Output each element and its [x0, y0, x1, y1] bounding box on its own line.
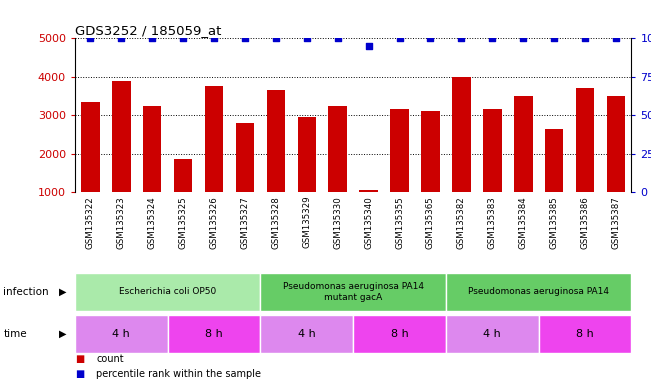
Text: 8 h: 8 h: [391, 329, 408, 339]
Bar: [329, 106, 347, 230]
Bar: [575, 88, 594, 230]
Bar: [236, 123, 254, 230]
Point: [456, 35, 467, 41]
Text: ▶: ▶: [59, 329, 66, 339]
Text: count: count: [96, 354, 124, 364]
Text: GSM135340: GSM135340: [364, 196, 373, 248]
Point: [611, 35, 621, 41]
Text: 4 h: 4 h: [484, 329, 501, 339]
Bar: [452, 77, 471, 230]
Text: GSM135355: GSM135355: [395, 196, 404, 248]
Bar: [539, 315, 631, 353]
Text: GSM135328: GSM135328: [271, 196, 281, 248]
Point: [240, 35, 250, 41]
Text: 4 h: 4 h: [298, 329, 316, 339]
Point: [271, 35, 281, 41]
Bar: [168, 315, 260, 353]
Bar: [112, 81, 130, 230]
Point: [425, 35, 436, 41]
Bar: [298, 117, 316, 230]
Bar: [81, 102, 100, 230]
Text: infection: infection: [3, 287, 49, 297]
Bar: [75, 315, 168, 353]
Text: GSM135323: GSM135323: [117, 196, 126, 248]
Point: [487, 35, 497, 41]
Text: GSM135365: GSM135365: [426, 196, 435, 248]
Bar: [260, 273, 446, 311]
Bar: [545, 129, 563, 230]
Bar: [205, 86, 223, 230]
Bar: [391, 109, 409, 230]
Text: Pseudomonas aeruginosa PA14: Pseudomonas aeruginosa PA14: [468, 287, 609, 296]
Bar: [607, 96, 625, 230]
Text: GSM135387: GSM135387: [611, 196, 620, 248]
Point: [580, 35, 590, 41]
Text: GDS3252 / 185059_at: GDS3252 / 185059_at: [75, 24, 221, 37]
Text: GSM135327: GSM135327: [240, 196, 249, 248]
Bar: [267, 90, 285, 230]
Text: Pseudomonas aeruginosa PA14
mutant gacA: Pseudomonas aeruginosa PA14 mutant gacA: [283, 282, 424, 301]
Point: [333, 35, 343, 41]
Point: [178, 35, 188, 41]
Text: 8 h: 8 h: [205, 329, 223, 339]
Text: GSM135326: GSM135326: [210, 196, 219, 248]
Point: [209, 35, 219, 41]
Text: GSM135330: GSM135330: [333, 196, 342, 248]
Bar: [143, 106, 161, 230]
Bar: [75, 273, 260, 311]
Text: GSM135329: GSM135329: [302, 196, 311, 248]
Text: GSM135385: GSM135385: [549, 196, 559, 248]
Point: [116, 35, 126, 41]
Point: [395, 35, 405, 41]
Text: ■: ■: [75, 354, 84, 364]
Bar: [359, 190, 378, 230]
Text: GSM135382: GSM135382: [457, 196, 466, 248]
Point: [301, 35, 312, 41]
Point: [363, 43, 374, 49]
Bar: [483, 109, 501, 230]
Bar: [514, 96, 533, 230]
Text: GSM135384: GSM135384: [519, 196, 528, 248]
Text: GSM135322: GSM135322: [86, 196, 95, 248]
Text: ■: ■: [75, 369, 84, 379]
Point: [85, 35, 96, 41]
Bar: [353, 315, 446, 353]
Text: GSM135383: GSM135383: [488, 196, 497, 248]
Bar: [446, 315, 539, 353]
Point: [518, 35, 529, 41]
Text: time: time: [3, 329, 27, 339]
Text: ▶: ▶: [59, 287, 66, 297]
Bar: [174, 159, 193, 230]
Point: [147, 35, 158, 41]
Text: GSM135325: GSM135325: [178, 196, 187, 248]
Bar: [446, 273, 631, 311]
Text: percentile rank within the sample: percentile rank within the sample: [96, 369, 261, 379]
Bar: [260, 315, 353, 353]
Point: [549, 35, 559, 41]
Text: 4 h: 4 h: [113, 329, 130, 339]
Text: Escherichia coli OP50: Escherichia coli OP50: [119, 287, 216, 296]
Text: GSM135324: GSM135324: [148, 196, 157, 248]
Text: GSM135386: GSM135386: [581, 196, 590, 248]
Text: 8 h: 8 h: [576, 329, 594, 339]
Bar: [421, 111, 440, 230]
